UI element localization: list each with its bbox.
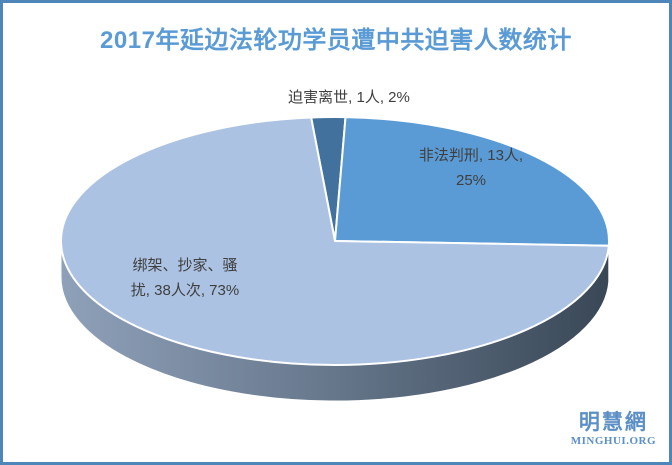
pie-label-abduction-line1: 绑架、抄家、骚 <box>132 257 238 274</box>
pie-slice-2 <box>60 116 610 366</box>
pie-label-abduction-line2: 扰, 38人次, 73% <box>130 281 240 299</box>
pie-label-death: 迫害离世, 1人, 2% <box>249 86 449 111</box>
pie-slice-1 <box>334 116 610 247</box>
pie-3d-chart <box>60 116 610 402</box>
minghui-logo-latin: MINGHUI.ORG <box>570 435 656 447</box>
chart-title: 2017年延边法轮功学员遭中共迫害人数统计 <box>100 27 572 54</box>
pie-top-slices <box>60 116 610 366</box>
minghui-logo-cjk: 明慧網 <box>578 411 648 434</box>
pie-label-death-text: 迫害离世, 1人, 2% <box>288 89 410 106</box>
pie-label-abduction: 绑架、抄家、骚 扰, 38人次, 73% <box>95 254 275 304</box>
pie-label-sentenced-line1: 非法判刑, 13人, <box>418 147 524 164</box>
minghui-watermark: 明慧網 MINGHUI.ORG <box>571 412 656 447</box>
pie-label-sentenced: 非法判刑, 13人, 25% <box>391 144 551 194</box>
pie-label-sentenced-line2: 25% <box>455 171 487 189</box>
